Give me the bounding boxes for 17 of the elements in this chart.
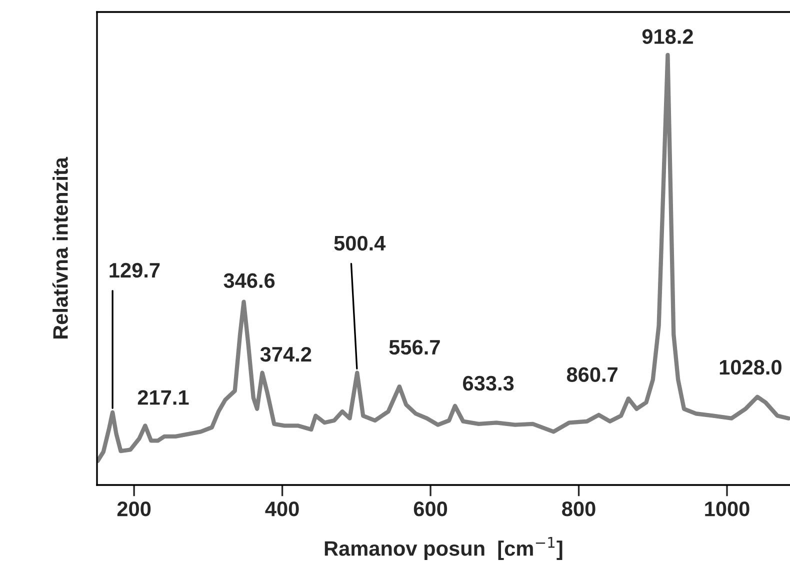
x-tick-label: 200 <box>117 502 151 516</box>
annotation: 346.6 <box>224 273 275 288</box>
annotation: 556.7 <box>389 340 440 355</box>
x-tick-label: 600 <box>414 502 448 516</box>
x-tick-label: 800 <box>562 502 596 516</box>
annotation: 217.1 <box>138 390 189 405</box>
x-tick-label: 1000 <box>705 502 750 516</box>
annotation: 374.2 <box>260 346 312 362</box>
annotation: 1028.0 <box>720 360 782 375</box>
annotation: 918.2 <box>642 29 693 44</box>
y-axis-title: Relatívna intenzita <box>52 156 68 339</box>
annotation: 500.4 <box>334 236 386 251</box>
x-tick-label: 400 <box>265 502 299 516</box>
annotation: 129.7 <box>110 262 160 278</box>
x-axis-title: Ramanov posun [cm$^{−1}$] <box>324 537 562 560</box>
annotation: 860.7 <box>566 367 618 382</box>
annotation: 633.3 <box>463 376 514 391</box>
